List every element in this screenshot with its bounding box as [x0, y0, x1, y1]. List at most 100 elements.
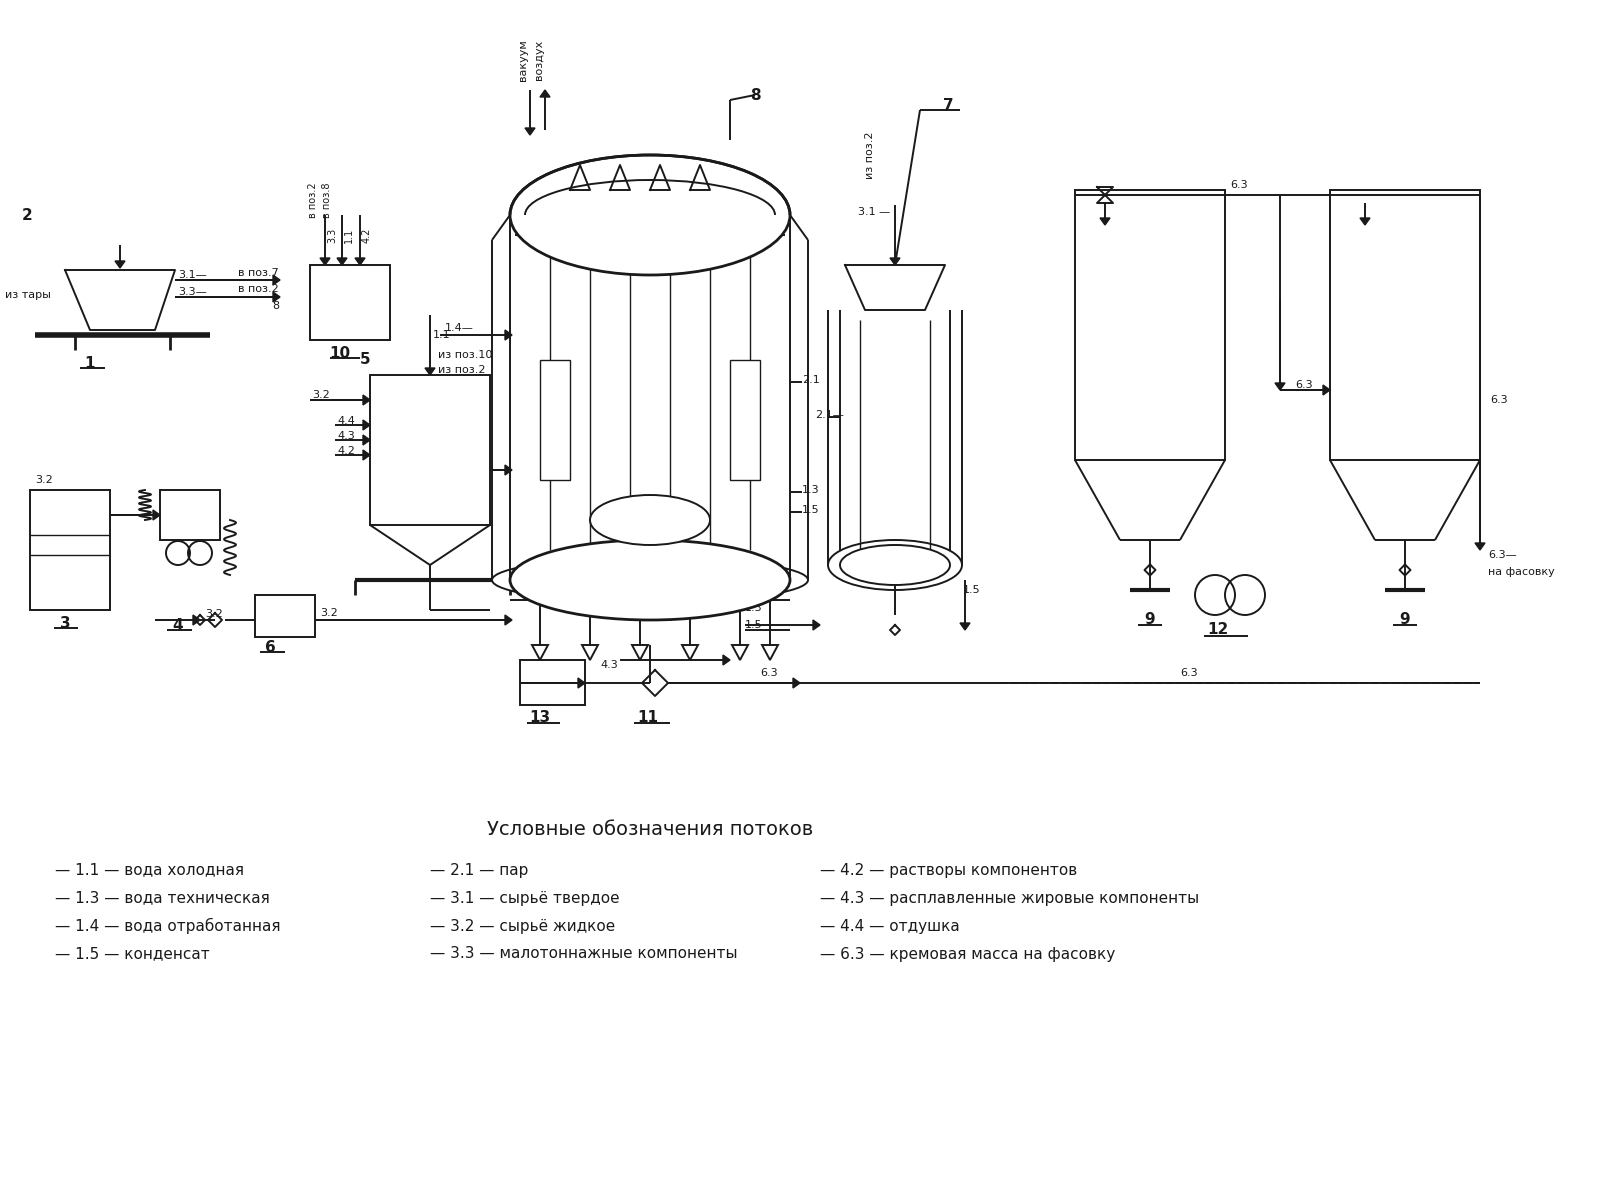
- Text: 3.2: 3.2: [35, 476, 53, 485]
- Text: 1.3: 1.3: [745, 603, 762, 613]
- Polygon shape: [1473, 543, 1485, 550]
- Bar: [1329, 190, 1480, 460]
- Text: 3.3: 3.3: [327, 227, 337, 243]
- Polygon shape: [539, 90, 549, 97]
- Bar: [160, 490, 220, 540]
- Text: 6.3: 6.3: [1180, 668, 1197, 679]
- Text: 3.3—: 3.3—: [178, 287, 207, 297]
- Polygon shape: [193, 615, 201, 625]
- Text: — 3.2 — сырьё жидкое: — 3.2 — сырьё жидкое: [430, 919, 615, 933]
- Text: — 4.3 — расплавленные жировые компоненты: — 4.3 — расплавленные жировые компоненты: [820, 890, 1199, 906]
- Text: Условные обозначения потоков: Условные обозначения потоков: [486, 820, 812, 839]
- Text: — 1.4 — вода отработанная: — 1.4 — вода отработанная: [55, 918, 281, 934]
- Polygon shape: [1359, 219, 1369, 225]
- Ellipse shape: [828, 540, 961, 590]
- Polygon shape: [1323, 386, 1329, 395]
- Text: 1.1: 1.1: [343, 227, 353, 243]
- Polygon shape: [960, 623, 969, 631]
- Text: 13: 13: [530, 711, 551, 725]
- Text: 12: 12: [1207, 622, 1228, 638]
- Text: 1: 1: [85, 355, 95, 370]
- Text: 6.3: 6.3: [1229, 180, 1247, 190]
- Text: 4.3: 4.3: [337, 431, 355, 441]
- Text: 6.3: 6.3: [759, 668, 777, 679]
- Text: 4.4: 4.4: [337, 416, 355, 426]
- Text: — 1.1 — вода холодная: — 1.1 — вода холодная: [55, 862, 244, 878]
- Text: 3: 3: [59, 615, 71, 631]
- Text: — 4.4 — отдушка: — 4.4 — отдушка: [820, 919, 960, 933]
- Text: — 4.2 — растворы компонентов: — 4.2 — растворы компонентов: [820, 862, 1077, 878]
- Text: вакуум: вакуум: [518, 40, 528, 80]
- Polygon shape: [812, 620, 820, 631]
- Text: 8: 8: [271, 301, 279, 311]
- Polygon shape: [363, 420, 369, 430]
- Bar: [520, 661, 584, 705]
- Polygon shape: [525, 129, 534, 135]
- Polygon shape: [355, 258, 364, 265]
- Text: 4.2: 4.2: [337, 446, 355, 456]
- Polygon shape: [116, 261, 125, 268]
- Text: 2.1: 2.1: [801, 375, 819, 386]
- Text: в поз.8: в поз.8: [321, 183, 332, 217]
- Text: в поз.7: в поз.7: [238, 268, 279, 277]
- Bar: [310, 265, 390, 340]
- Text: 1.5: 1.5: [801, 504, 819, 515]
- Bar: [30, 490, 109, 610]
- Text: 1.4—: 1.4—: [445, 323, 473, 333]
- Text: 4.3: 4.3: [600, 661, 618, 670]
- Text: из поз.2: из поз.2: [865, 131, 875, 179]
- Text: 1.3: 1.3: [801, 485, 819, 495]
- Text: 4.2: 4.2: [361, 227, 372, 243]
- Text: 11: 11: [637, 711, 658, 725]
- Polygon shape: [319, 258, 329, 265]
- Polygon shape: [363, 395, 369, 405]
- Text: 1.5: 1.5: [745, 620, 762, 631]
- Text: 6.3: 6.3: [1489, 395, 1507, 405]
- Polygon shape: [425, 368, 435, 375]
- Bar: [255, 594, 315, 637]
- Text: 6.3—: 6.3—: [1488, 550, 1515, 560]
- Bar: [369, 375, 490, 525]
- Text: 10: 10: [329, 346, 350, 360]
- Text: из тары: из тары: [5, 289, 51, 300]
- Polygon shape: [504, 465, 512, 476]
- Bar: [730, 360, 759, 480]
- Polygon shape: [273, 292, 279, 301]
- Polygon shape: [504, 615, 512, 625]
- Text: — 2.1 — пар: — 2.1 — пар: [430, 862, 528, 878]
- Text: 3.2: 3.2: [311, 390, 329, 400]
- Text: 5: 5: [360, 353, 371, 368]
- Ellipse shape: [839, 545, 950, 585]
- Bar: [1074, 190, 1225, 460]
- Polygon shape: [578, 679, 584, 688]
- Text: на фасовку: на фасовку: [1488, 567, 1554, 576]
- Text: 2: 2: [22, 208, 32, 222]
- Polygon shape: [337, 258, 347, 265]
- Text: 3.1—: 3.1—: [178, 270, 207, 280]
- Text: 7: 7: [942, 97, 953, 113]
- Ellipse shape: [510, 540, 790, 620]
- Text: из поз.10: из поз.10: [438, 349, 493, 360]
- Polygon shape: [273, 275, 279, 285]
- Ellipse shape: [589, 495, 709, 545]
- Text: в поз.2: в поз.2: [308, 183, 318, 217]
- Ellipse shape: [510, 155, 790, 275]
- Polygon shape: [889, 258, 899, 265]
- Polygon shape: [1099, 219, 1109, 225]
- Polygon shape: [152, 510, 160, 520]
- Text: 2.1—: 2.1—: [814, 410, 843, 420]
- Text: — 1.3 — вода техническая: — 1.3 — вода техническая: [55, 890, 270, 906]
- Text: 6: 6: [265, 640, 276, 656]
- Polygon shape: [363, 450, 369, 460]
- Text: 9: 9: [1144, 613, 1154, 627]
- Text: 1.1: 1.1: [433, 330, 451, 340]
- Text: 4: 4: [173, 617, 183, 633]
- Polygon shape: [1274, 383, 1284, 390]
- Text: 8: 8: [750, 88, 761, 102]
- Text: из поз.2: из поз.2: [438, 365, 485, 375]
- Text: воздух: воздух: [534, 40, 544, 80]
- Bar: [539, 360, 570, 480]
- Ellipse shape: [491, 557, 807, 603]
- Text: — 6.3 — кремовая масса на фасовку: — 6.3 — кремовая масса на фасовку: [820, 946, 1114, 962]
- Text: 3.1 —: 3.1 —: [857, 207, 889, 217]
